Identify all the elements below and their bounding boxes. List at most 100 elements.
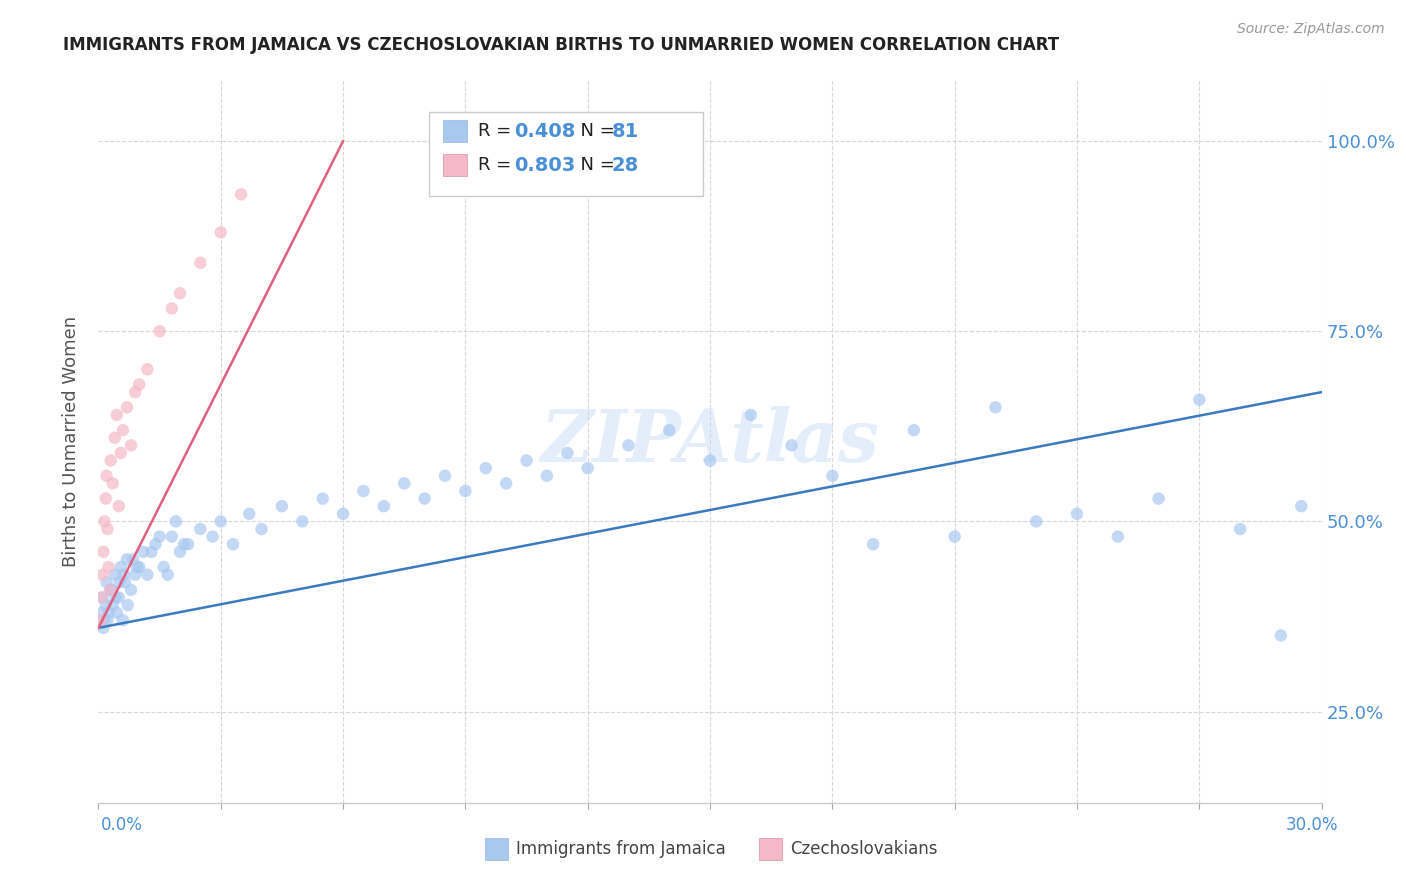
Point	[312, 491, 335, 506]
Point	[91, 545, 114, 559]
Point	[145, 537, 167, 551]
Point	[1291, 499, 1313, 513]
Point	[94, 598, 117, 612]
Point	[555, 446, 579, 460]
Point	[136, 567, 159, 582]
Point	[413, 491, 436, 506]
Point	[110, 560, 132, 574]
Point	[617, 438, 640, 452]
Point	[141, 545, 163, 559]
Point	[90, 591, 112, 605]
Point	[100, 582, 122, 597]
Point	[188, 256, 212, 270]
Point	[209, 226, 232, 240]
Point	[1147, 491, 1170, 506]
Point	[93, 613, 115, 627]
Point	[104, 591, 127, 605]
Point	[108, 591, 131, 605]
Text: Czechoslovakians: Czechoslovakians	[790, 840, 938, 858]
Point	[152, 560, 174, 574]
Point	[96, 522, 118, 536]
Point	[89, 613, 111, 627]
Point	[128, 560, 150, 574]
Text: 81: 81	[612, 121, 638, 141]
Point	[740, 408, 762, 422]
Point	[104, 567, 127, 582]
Point	[105, 408, 128, 422]
Point	[108, 575, 131, 590]
Point	[238, 507, 260, 521]
Point	[128, 377, 150, 392]
Point	[903, 423, 925, 437]
Point	[120, 438, 142, 452]
Point	[392, 476, 416, 491]
Point	[188, 522, 212, 536]
Point	[160, 301, 183, 316]
Point	[165, 515, 187, 529]
Point	[93, 515, 115, 529]
Point	[149, 530, 172, 544]
Point	[943, 530, 966, 544]
Point	[97, 606, 120, 620]
Text: ZIPAtlas: ZIPAtlas	[541, 406, 879, 477]
Point	[222, 537, 245, 551]
Y-axis label: Births to Unmarried Women: Births to Unmarried Women	[62, 316, 80, 567]
Point	[105, 606, 128, 620]
Point	[122, 552, 145, 566]
Point	[114, 575, 136, 590]
Point	[100, 582, 122, 597]
Point	[984, 401, 1007, 415]
Point	[91, 621, 114, 635]
Point	[177, 537, 200, 551]
Point	[156, 567, 179, 582]
Point	[352, 483, 374, 498]
Point	[110, 446, 132, 460]
Point	[433, 468, 456, 483]
Point	[1270, 628, 1292, 642]
Point	[209, 515, 232, 529]
Point	[1229, 522, 1251, 536]
Point	[201, 530, 224, 544]
Point	[270, 499, 294, 513]
Text: IMMIGRANTS FROM JAMAICA VS CZECHOSLOVAKIAN BIRTHS TO UNMARRIED WOMEN CORRELATION: IMMIGRANTS FROM JAMAICA VS CZECHOSLOVAKI…	[63, 36, 1059, 54]
Point	[132, 545, 155, 559]
Text: N =: N =	[569, 156, 621, 174]
Point	[108, 499, 131, 513]
Point	[495, 476, 517, 491]
Point	[1025, 515, 1047, 529]
Text: R =: R =	[478, 122, 517, 140]
Point	[112, 567, 135, 582]
Point	[115, 401, 138, 415]
Point	[91, 567, 114, 582]
Point	[169, 545, 191, 559]
Point	[454, 483, 477, 498]
Point	[111, 613, 134, 627]
Point	[117, 598, 139, 612]
Point	[115, 552, 138, 566]
Point	[101, 598, 124, 612]
Point	[127, 560, 149, 574]
Point	[136, 362, 159, 376]
Text: N =: N =	[569, 122, 621, 140]
Point	[474, 461, 498, 475]
Point	[149, 324, 172, 338]
Point	[169, 286, 191, 301]
Text: 30.0%: 30.0%	[1286, 816, 1339, 834]
Point	[291, 515, 314, 529]
Text: 0.408: 0.408	[515, 121, 576, 141]
Point	[250, 522, 273, 536]
Point	[780, 438, 803, 452]
Point	[1066, 507, 1088, 521]
Point	[120, 582, 142, 597]
Text: 0.0%: 0.0%	[101, 816, 143, 834]
Text: Source: ZipAtlas.com: Source: ZipAtlas.com	[1237, 22, 1385, 37]
Point	[98, 582, 121, 597]
Point	[96, 468, 118, 483]
Point	[536, 468, 558, 483]
Point	[332, 507, 354, 521]
Text: R =: R =	[478, 156, 517, 174]
Point	[124, 567, 146, 582]
Point	[124, 385, 146, 400]
Point	[101, 476, 124, 491]
Point	[96, 613, 118, 627]
